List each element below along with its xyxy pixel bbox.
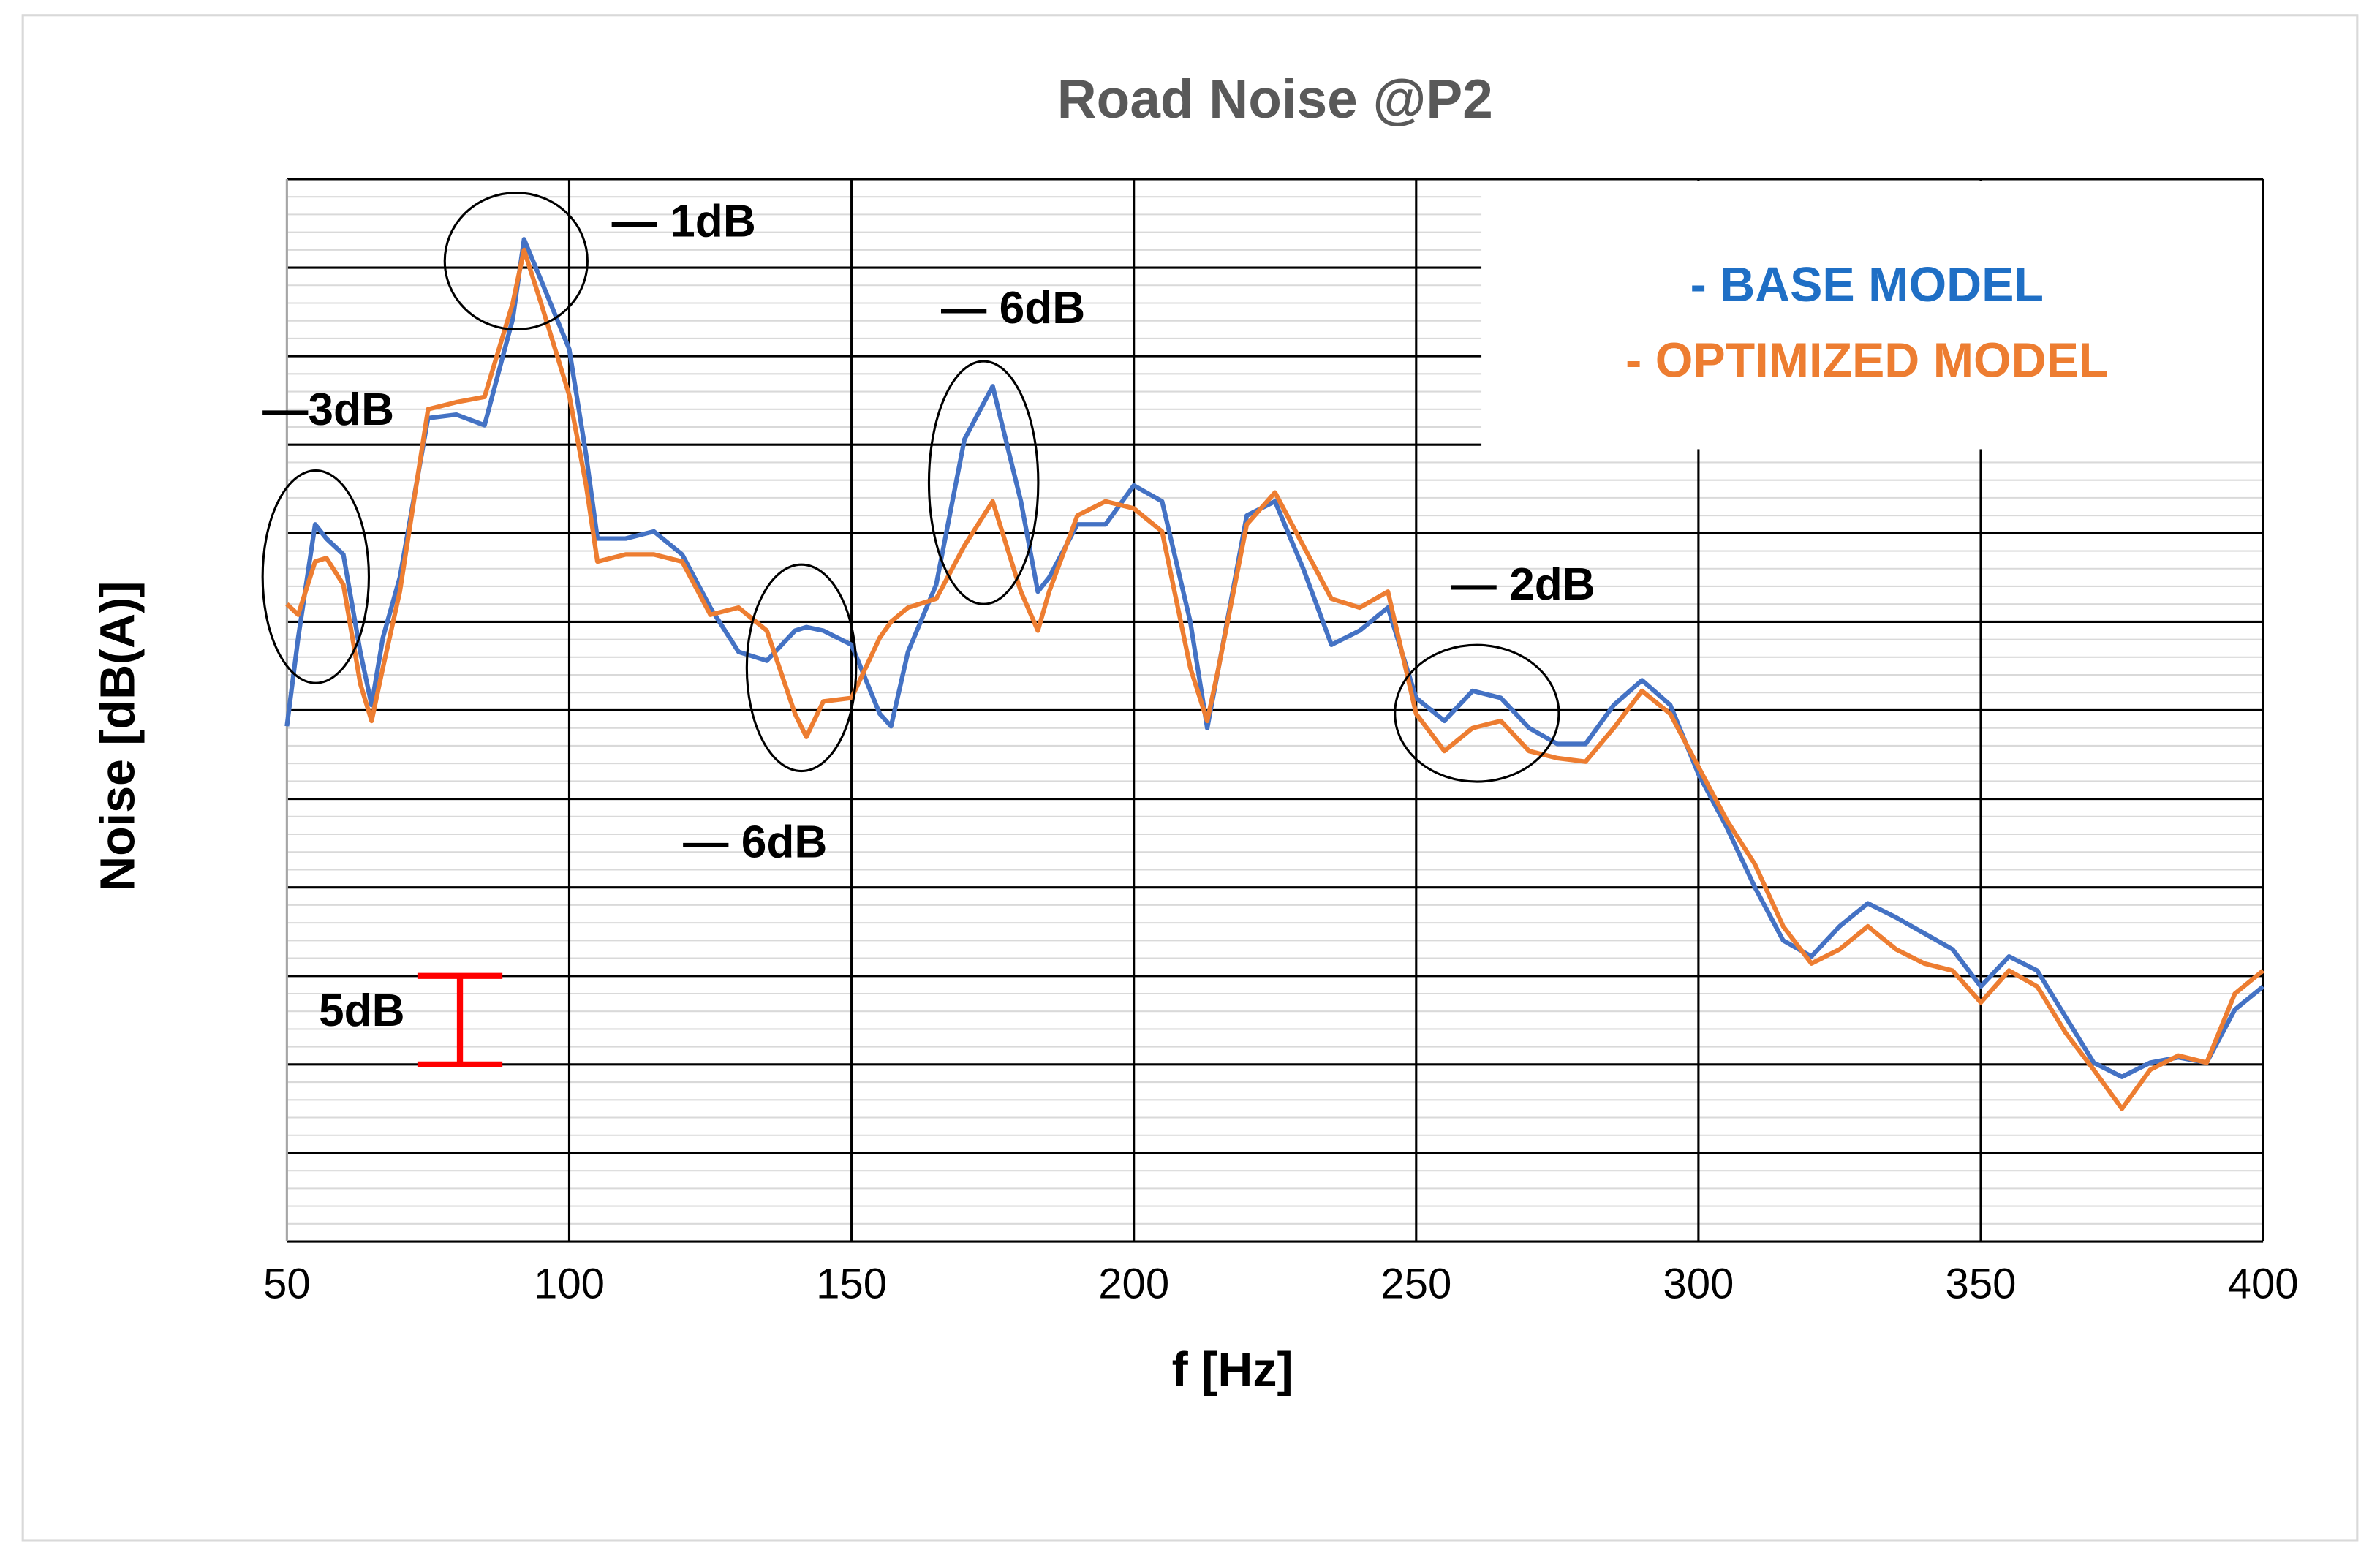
series-line	[284, 237, 2265, 1079]
x-tick-label: 200	[1098, 1260, 1169, 1308]
annotation: — 6dB	[941, 283, 1085, 333]
legend-entry: - OPTIMIZED MODEL	[1625, 334, 2108, 388]
x-tick-label: 100	[534, 1260, 605, 1308]
annotation: — 1dB	[612, 197, 756, 247]
legend-box	[1481, 181, 2262, 450]
x-tick-label: 300	[1663, 1260, 1734, 1308]
legend-entry: - BASE MODEL	[1690, 258, 2044, 312]
annotation: —3dB	[262, 385, 394, 435]
annotation: — 6dB	[683, 817, 827, 868]
ellipse	[443, 192, 589, 331]
x-tick-label: 400	[2228, 1260, 2299, 1308]
x-tick-label: 250	[1380, 1260, 1451, 1308]
x-tick-label: 50	[263, 1260, 311, 1308]
scale-bar	[417, 972, 503, 1068]
y-axis-label: Noise [dB(A)]	[91, 581, 146, 891]
ellipse	[1394, 643, 1560, 783]
x-tick-label: 150	[816, 1260, 887, 1308]
ellipse	[261, 469, 371, 684]
plot-lines	[284, 237, 2265, 1111]
x-axis-label: f [Hz]	[1172, 1343, 1293, 1397]
ellipse	[745, 563, 858, 773]
legend: - BASE MODEL - OPTIMIZED MODEL	[1481, 181, 2262, 450]
annotation: — 2dB	[1451, 559, 1595, 610]
scale-bar-label: 5dB	[319, 986, 405, 1036]
chart-title: Road Noise @P2	[1057, 68, 1493, 129]
ellipse	[927, 360, 1040, 605]
annotations: — 1dB — 6dB —3dB — 6dB — 2dB 5dB	[262, 197, 1595, 1036]
series-line	[285, 247, 2265, 1111]
x-tick-label: 350	[1946, 1260, 2017, 1308]
highlight-ellipses	[261, 192, 1560, 783]
